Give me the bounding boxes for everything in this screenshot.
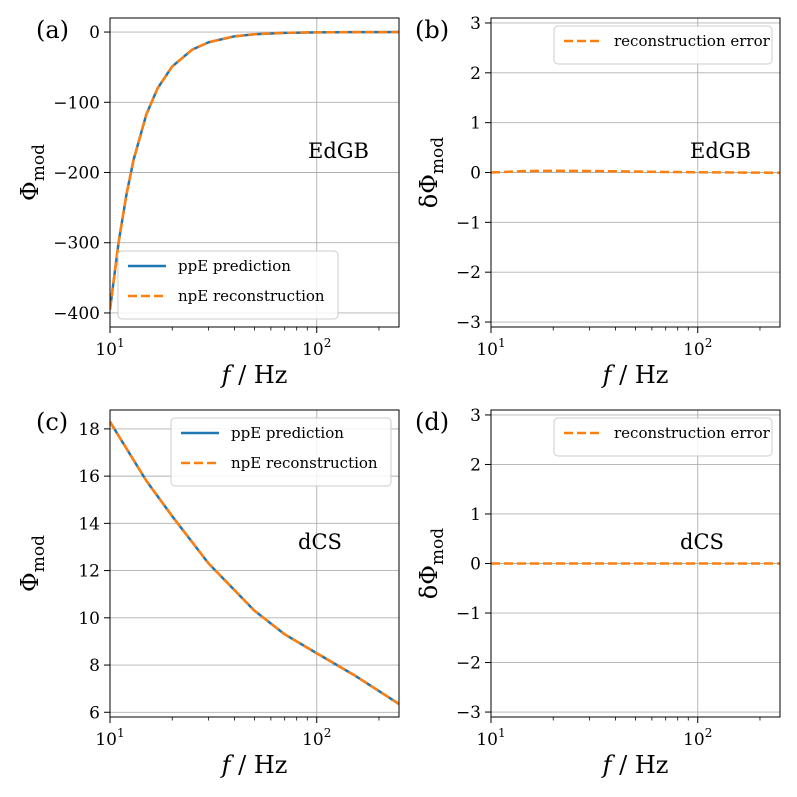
legend-entry: reconstruction error <box>614 32 771 50</box>
legend: ppE prediction npE reconstruction <box>170 417 392 487</box>
series-group <box>110 30 399 310</box>
panel-label: (c) <box>36 408 68 436</box>
y-tick-label: −300 <box>53 234 100 254</box>
x-axis-label: f / Hz <box>601 751 669 779</box>
x-axis-label: f / Hz <box>220 751 288 779</box>
axes-frame <box>490 409 781 718</box>
legend-entry: npE reconstruction <box>178 287 325 305</box>
panel-b: 101 102 −3 −2 −1 0 1 2 3 f / Hz δΦmod (b) EdGB recons… <box>415 14 781 389</box>
y-tick-label: 10 <box>78 609 100 629</box>
y-tick-label: 0 <box>470 555 481 575</box>
x-tick-label: 102 <box>683 726 712 750</box>
panel-a: 101 102 −400 −300 −200 −100 0 f / Hz Φmod (a) EdGB… <box>16 16 400 389</box>
x-tick-label: 101 <box>95 726 124 750</box>
panel-annotation: EdGB <box>690 139 751 163</box>
y-tick-label: 2 <box>470 455 481 475</box>
x-axis-label: f / Hz <box>601 361 669 389</box>
y-tick-label: −100 <box>53 93 100 113</box>
x-axis-label: f / Hz <box>220 361 288 389</box>
y-tick-label: 3 <box>470 406 481 426</box>
y-tick-label: −2 <box>456 654 481 674</box>
y-tick-label: 1 <box>470 505 481 525</box>
panel-label: (a) <box>36 16 69 44</box>
y-axis-label: Φmod <box>16 144 49 201</box>
y-tick-label: 8 <box>89 656 100 676</box>
legend-entry: npE reconstruction <box>231 454 378 472</box>
y-tick-label: −3 <box>456 703 481 723</box>
x-tick-label: 101 <box>476 726 505 750</box>
y-tick-label: −2 <box>456 263 481 283</box>
y-tick-label: −400 <box>53 304 100 324</box>
legend-entry: ppE prediction <box>178 257 291 275</box>
legend: ppE prediction npE reconstruction <box>117 250 339 320</box>
y-tick-label: 14 <box>78 514 100 534</box>
panel-label: (b) <box>415 16 449 44</box>
series-group <box>491 169 780 174</box>
legend: reconstruction error <box>553 417 773 457</box>
x-tick-label: 102 <box>302 336 331 360</box>
axes-frame <box>109 17 400 328</box>
series-group <box>110 421 399 706</box>
y-tick-label: 2 <box>470 64 481 84</box>
series-line-npE-reconstruction <box>110 421 399 706</box>
y-tick-label: 6 <box>89 703 100 723</box>
y-tick-label: −1 <box>456 604 481 624</box>
panel-c: 101 102 6 8 10 12 14 16 18 f / Hz Φmod (c) dCS ppE pr… <box>16 408 400 779</box>
y-axis-label: δΦmod <box>415 137 448 208</box>
series-line-reconstruction-error <box>491 169 780 174</box>
legend-box <box>170 417 392 487</box>
x-tick-label: 101 <box>476 336 505 360</box>
y-tick-label: 1 <box>470 114 481 134</box>
panel-annotation: dCS <box>680 530 724 554</box>
legend-entry: reconstruction error <box>614 424 771 442</box>
x-tick-label: 102 <box>302 726 331 750</box>
panel-label: (d) <box>415 408 449 436</box>
y-axis-label: Φmod <box>16 535 49 592</box>
y-tick-label: 16 <box>78 467 100 487</box>
panel-annotation: EdGB <box>308 139 369 163</box>
x-tick-label: 102 <box>683 336 712 360</box>
panel-d: 101 102 −3 −2 −1 0 1 2 3 f / Hz δΦmod (d) dCS reconst… <box>415 406 781 779</box>
legend-entry: ppE prediction <box>231 424 344 442</box>
y-tick-label: −3 <box>456 313 481 333</box>
y-axis-label: δΦmod <box>415 528 448 599</box>
panel-annotation: dCS <box>298 530 342 554</box>
series-line-npE-reconstruction <box>110 30 399 310</box>
x-tick-label: 101 <box>95 336 124 360</box>
y-tick-label: −1 <box>456 213 481 233</box>
y-tick-label: 12 <box>78 562 100 582</box>
legend-box <box>553 417 773 457</box>
y-tick-label: 0 <box>89 23 100 43</box>
y-tick-label: 18 <box>78 420 100 440</box>
y-tick-label: 3 <box>470 14 481 34</box>
y-tick-label: 0 <box>470 164 481 184</box>
y-tick-label: −200 <box>53 164 100 184</box>
legend: reconstruction error <box>553 25 773 65</box>
axes-frame <box>490 17 781 328</box>
axes-frame <box>109 409 400 718</box>
legend-box <box>553 25 773 65</box>
legend-box <box>117 250 339 320</box>
